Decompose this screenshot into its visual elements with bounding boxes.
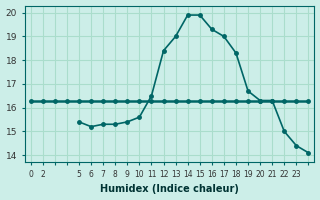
X-axis label: Humidex (Indice chaleur): Humidex (Indice chaleur): [100, 184, 239, 194]
